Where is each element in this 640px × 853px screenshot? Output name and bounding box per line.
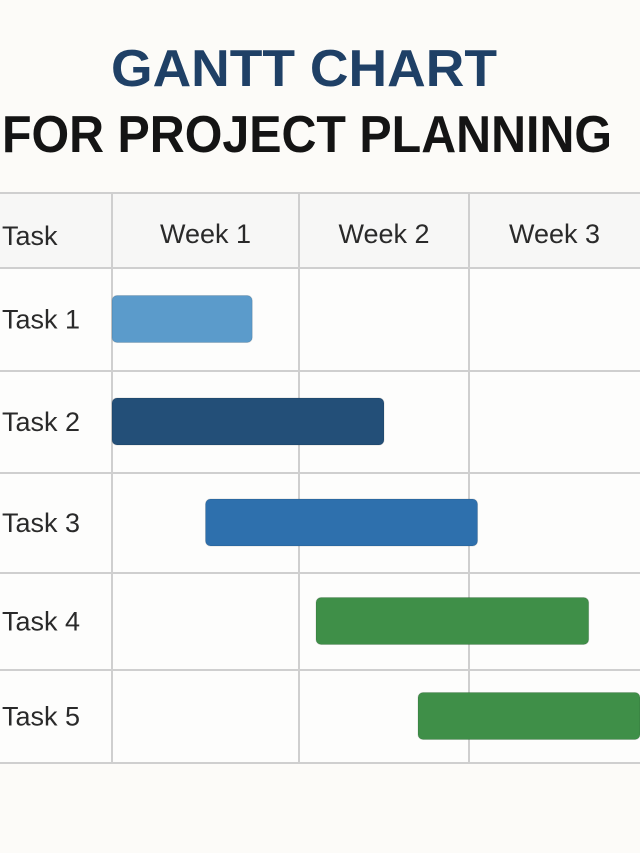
task-bar: [315, 597, 590, 645]
column-header-week: Week 2: [338, 219, 429, 249]
task-bar: [111, 295, 253, 343]
task-bar: [111, 397, 385, 446]
chart-subtitle: FOR PROJECT PLANNING: [2, 106, 612, 164]
header-row-background: [0, 193, 640, 268]
task-bar: [205, 498, 479, 547]
chart-title: GANTT CHART: [111, 40, 497, 98]
task-label: Task 4: [2, 607, 80, 637]
task-label: Task 5: [2, 702, 80, 732]
task-label: Task 3: [2, 508, 80, 538]
task-label: Task 1: [2, 305, 80, 335]
task-bar: [417, 692, 640, 740]
header-task-label: Task: [2, 221, 58, 251]
table-background: [0, 193, 640, 763]
column-header-week: Week 1: [160, 219, 251, 249]
column-header-week: Week 3: [509, 219, 600, 249]
task-label: Task 2: [2, 407, 80, 437]
